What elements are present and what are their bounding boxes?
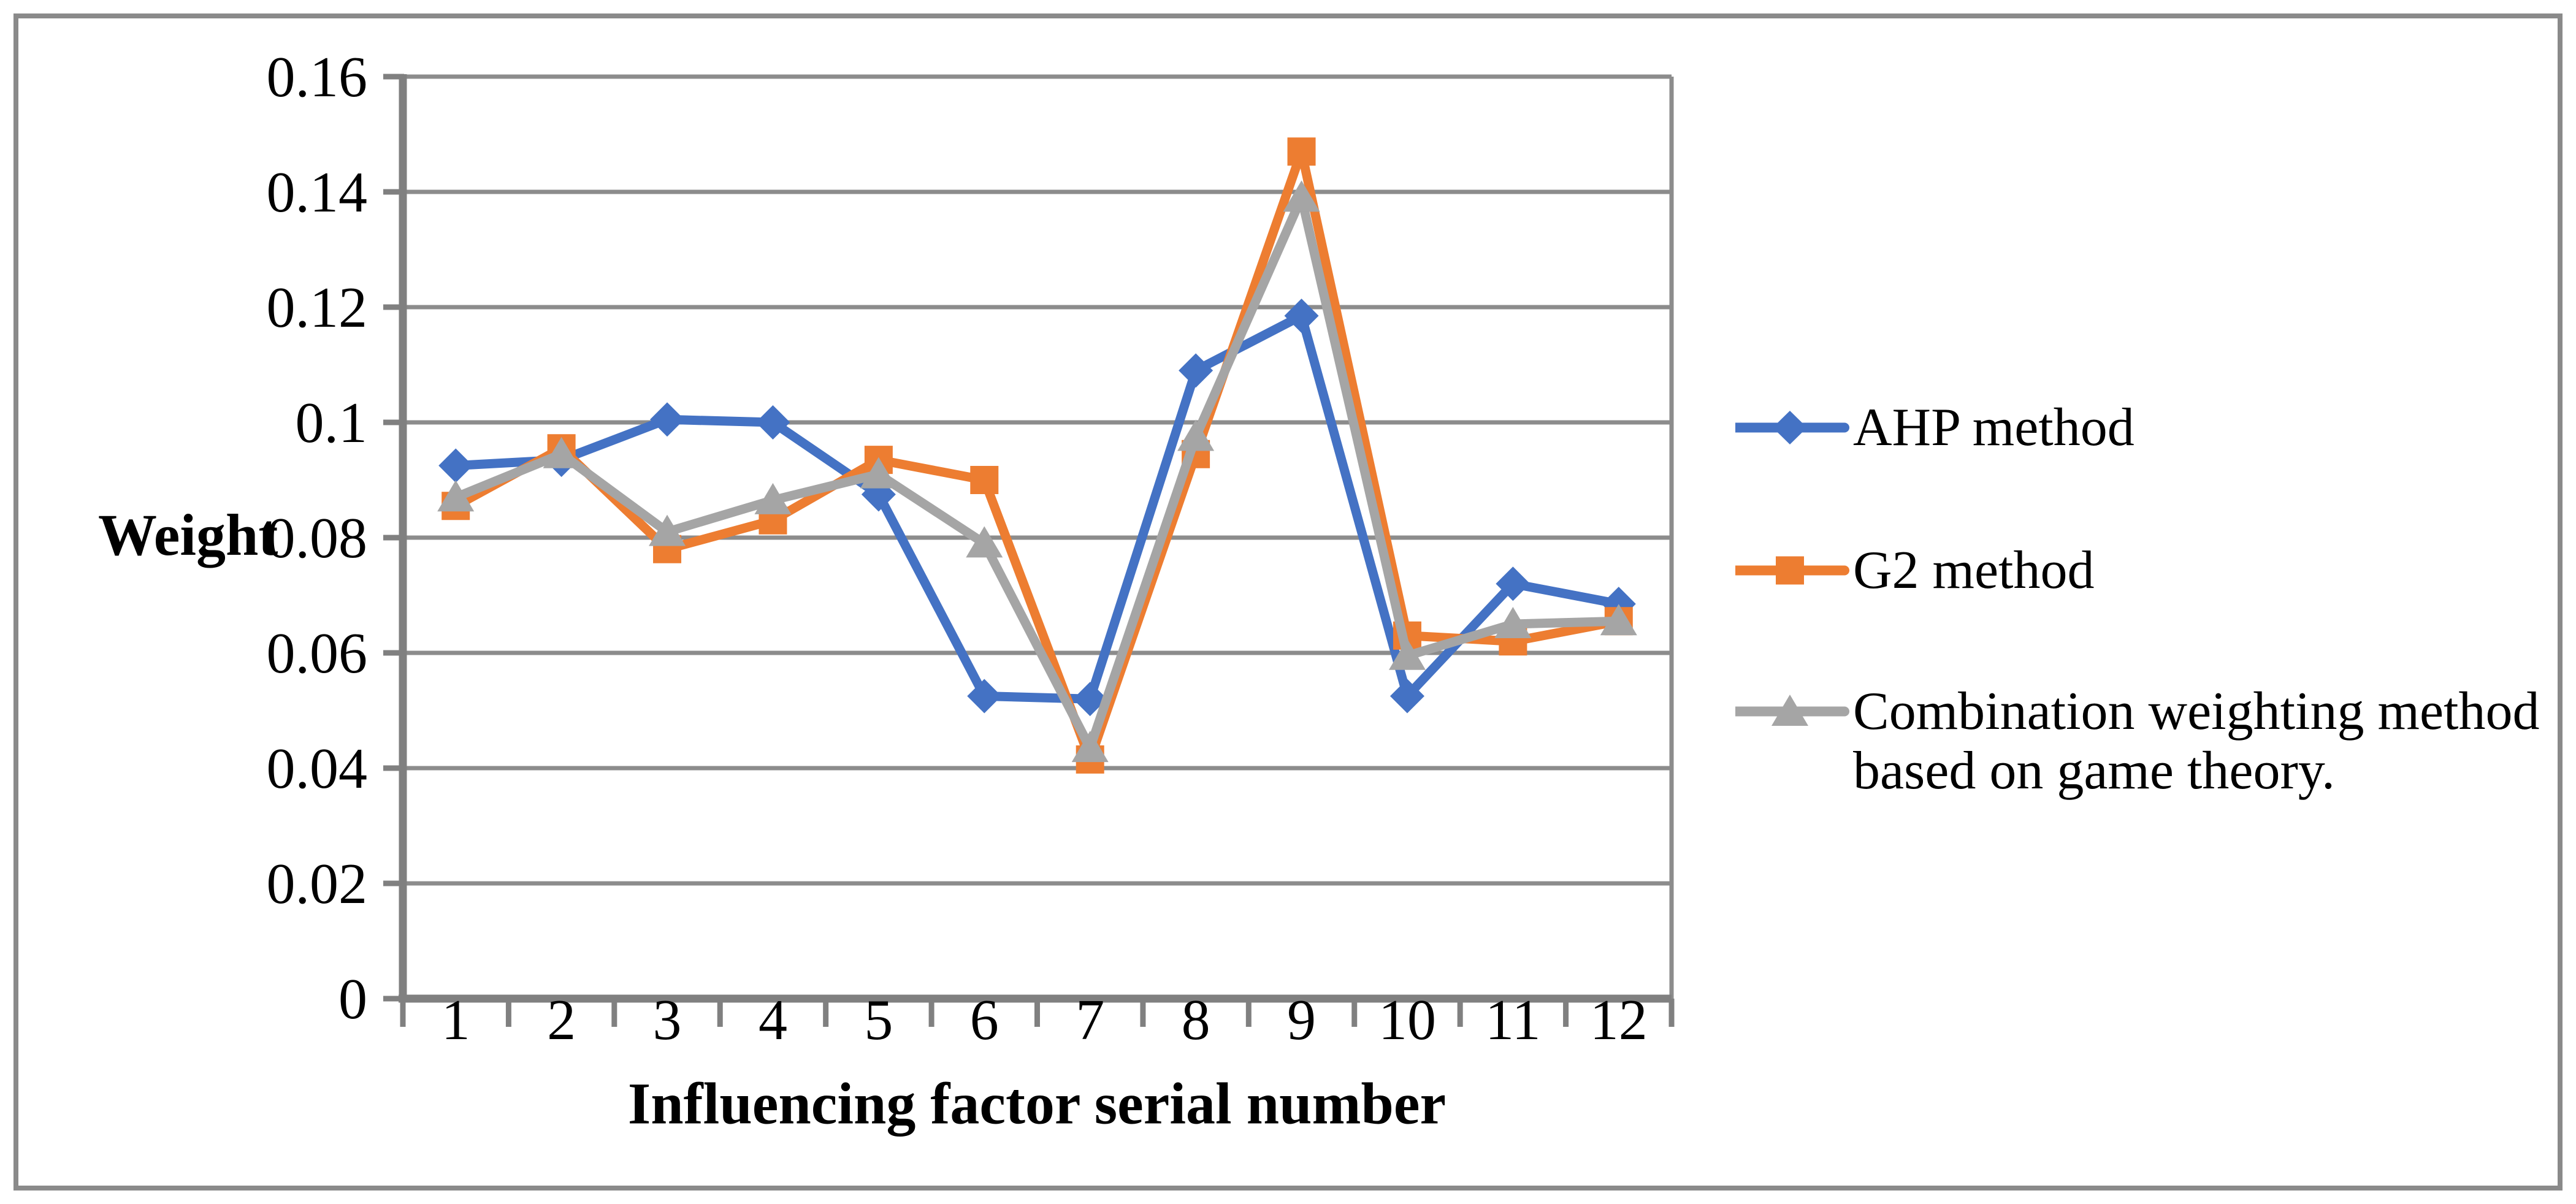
data-point-marker: [1494, 607, 1532, 638]
series-line: [451, 311, 1624, 704]
x-tick-label: 1: [441, 988, 470, 1052]
data-point-marker: [970, 466, 999, 494]
data-point-marker: [860, 457, 897, 489]
legend-item-g2: G2 method: [1735, 541, 2095, 600]
data-point-marker: [650, 402, 685, 437]
data-point-marker: [1284, 299, 1319, 333]
x-tick-label: 9: [1287, 988, 1316, 1052]
legend-item-ahp: AHP method: [1735, 398, 2135, 457]
y-tick-label: 0: [338, 967, 367, 1031]
legend-label: G2 method: [1853, 541, 2095, 600]
legend-item-combination: Combination weighting method based on ga…: [1735, 682, 2576, 801]
data-point-marker: [755, 405, 790, 440]
data-point-marker: [543, 436, 580, 468]
y-tick-label: 0.14: [267, 161, 368, 224]
x-tick-label: 12: [1590, 988, 1648, 1052]
triangle-marker-icon: [1771, 695, 1808, 726]
data-point-marker: [1388, 638, 1426, 670]
x-tick-label: 10: [1378, 988, 1436, 1052]
x-tick-label: 8: [1182, 988, 1210, 1052]
data-point-marker: [1389, 679, 1424, 714]
series-line: [451, 192, 1624, 753]
y-tick-label: 0.1: [296, 391, 368, 455]
data-point-marker: [754, 482, 792, 514]
data-point-marker: [967, 679, 1002, 714]
x-axis-title: Influencing factor serial number: [627, 1070, 1447, 1137]
data-point-marker: [1071, 731, 1109, 763]
series-combination: [437, 180, 1637, 763]
x-tick-label: 4: [759, 988, 787, 1052]
y-axis-title: Weight: [98, 502, 278, 568]
y-tick-label: 0.16: [267, 45, 368, 109]
y-tick-label: 0.08: [267, 506, 368, 570]
legend-label: AHP method: [1853, 398, 2135, 457]
legend-marker-diamond-icon: [1735, 411, 1849, 444]
data-point-marker: [1179, 353, 1213, 388]
x-tick-label: 6: [970, 988, 999, 1052]
data-point-marker: [1283, 180, 1320, 212]
data-point-marker: [649, 514, 686, 546]
legend-marker-triangle-icon: [1735, 695, 1849, 726]
legend-marker-square-icon: [1735, 556, 1849, 585]
x-tick-label: 11: [1485, 988, 1541, 1052]
series-line: [451, 147, 1624, 764]
y-tick-label: 0.04: [267, 737, 368, 801]
data-point-marker: [1496, 566, 1531, 601]
data-point-marker: [1287, 137, 1316, 166]
data-point-marker: [438, 448, 473, 483]
y-tick-label: 0.06: [267, 622, 368, 685]
legend-label: Combination weighting method based on ga…: [1853, 682, 2540, 801]
x-tick-label: 2: [547, 988, 576, 1052]
x-tick-label: 7: [1076, 988, 1104, 1052]
y-tick-label: 0.02: [267, 852, 368, 916]
square-marker-icon: [1776, 556, 1804, 585]
data-point-marker: [1072, 682, 1107, 717]
y-tick-label: 0.12: [267, 276, 368, 340]
legend: AHP method G2 method Combination weighti…: [1735, 0, 2576, 1204]
x-tick-label: 5: [864, 988, 893, 1052]
data-point-marker: [1177, 419, 1215, 451]
data-point-marker: [966, 526, 1003, 558]
data-point-marker: [1600, 604, 1637, 636]
x-tick-label: 3: [653, 988, 682, 1052]
series-g2: [441, 137, 1633, 774]
data-point-marker: [437, 480, 475, 512]
diamond-marker-icon: [1773, 411, 1807, 444]
